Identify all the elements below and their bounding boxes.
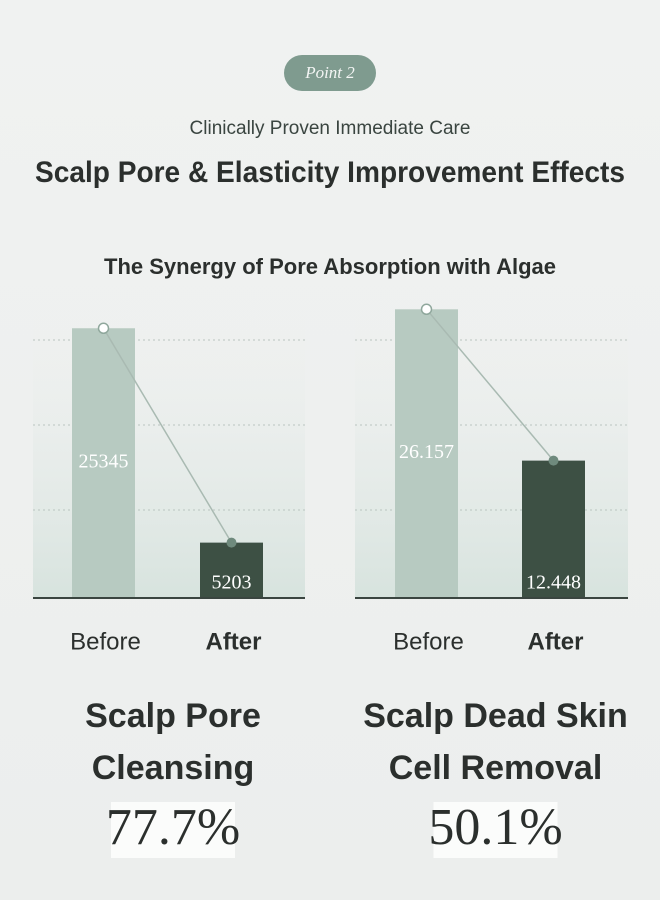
title: Scalp Pore & Elasticity Improvement Effe… (35, 156, 625, 189)
x-tick-label: After (205, 628, 261, 655)
value-label: 12.448 (526, 572, 581, 594)
caption: Cell Removal (389, 749, 603, 787)
value-label: 5203 (212, 572, 252, 594)
bar (395, 309, 458, 598)
caption: Scalp Dead Skin (363, 697, 628, 735)
bar (72, 328, 135, 598)
value-label: 26.157 (399, 441, 454, 463)
connector-line (102, 327, 233, 544)
caption: Scalp Pore (85, 697, 261, 735)
result: 50.1% (428, 799, 562, 856)
connector-line (425, 308, 555, 462)
x-tick-label: Before (70, 628, 141, 655)
point-marker (548, 455, 559, 466)
badge: Point 2 (304, 63, 355, 82)
value-label: 25345 (79, 451, 129, 473)
bar (200, 542, 263, 598)
x-tick-label: Before (393, 628, 464, 655)
section-title: The Synergy of Pore Absorption with Alga… (104, 254, 556, 279)
badge-pill (284, 55, 376, 91)
result-box (111, 802, 235, 858)
point-marker (420, 303, 433, 316)
point-marker (226, 537, 237, 548)
subtitle: Clinically Proven Immediate Care (190, 118, 471, 139)
x-tick-label: After (527, 628, 583, 655)
point-marker (97, 322, 110, 335)
bar (522, 460, 585, 598)
result-box (433, 802, 558, 858)
caption: Cleansing (92, 749, 254, 787)
result: 77.7% (106, 799, 240, 856)
